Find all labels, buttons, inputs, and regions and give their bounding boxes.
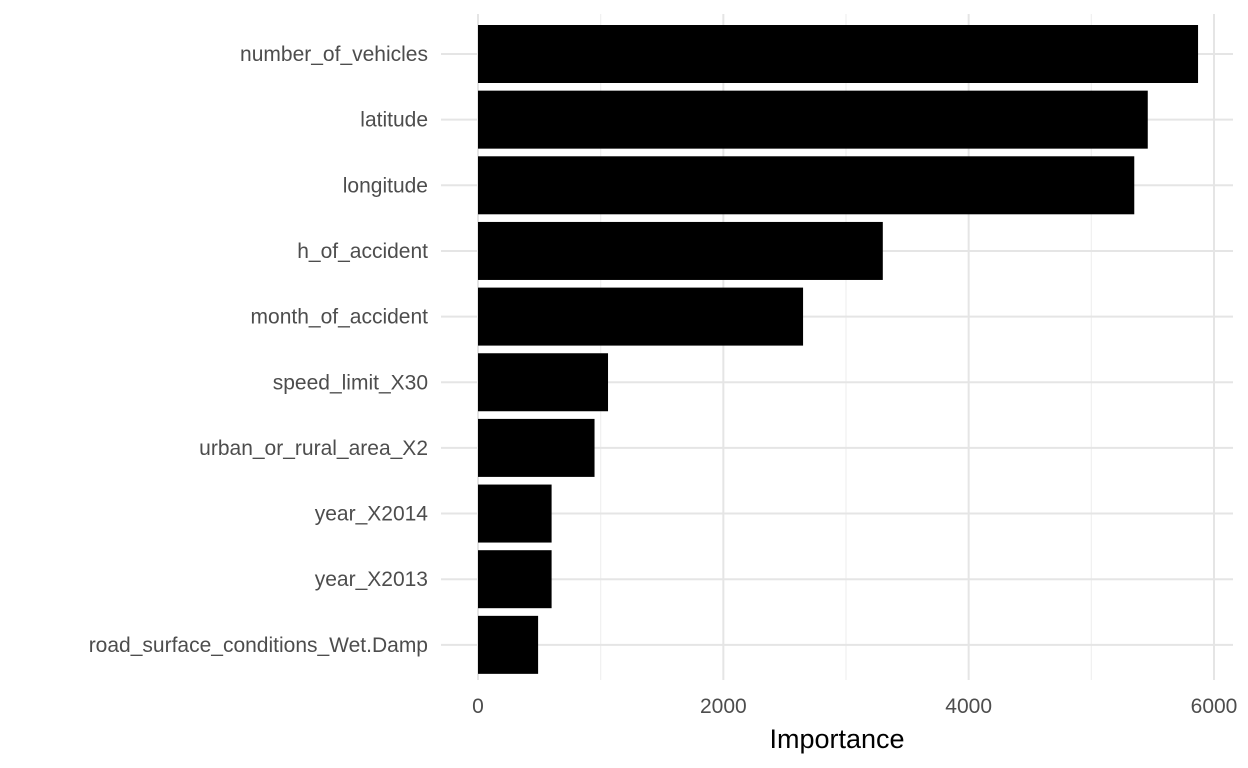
x-tick-label: 4000 bbox=[945, 695, 992, 718]
bar-road_surface_conditions_Wet.Damp bbox=[478, 615, 539, 674]
category-label-layer: number_of_vehicles latitude longitude h_of_… bbox=[89, 43, 429, 657]
bar-number_of_vehicles bbox=[478, 25, 1199, 83]
bar-h_of_accident bbox=[478, 221, 883, 280]
x-axis-title: Importance bbox=[769, 724, 904, 754]
category-label: year_X2014 bbox=[315, 503, 429, 526]
bar-speed_limit_X30 bbox=[478, 353, 609, 412]
category-label: speed_limit_X30 bbox=[273, 371, 428, 394]
bar-year_X2013 bbox=[478, 550, 552, 609]
bar-year_X2014 bbox=[478, 484, 552, 543]
category-label: longitude bbox=[343, 174, 428, 197]
category-label: month_of_accident bbox=[251, 306, 429, 329]
category-label: h_of_accident bbox=[297, 240, 428, 263]
bar-month_of_accident bbox=[478, 287, 804, 346]
category-label: urban_or_rural_area_X2 bbox=[199, 437, 428, 460]
bar-urban_or_rural_area_X2 bbox=[478, 418, 595, 477]
category-label: latitude bbox=[360, 109, 428, 132]
category-label: road_surface_conditions_Wet.Damp bbox=[89, 634, 428, 657]
bar-latitude bbox=[478, 90, 1148, 149]
x-tick-label-layer: 0 2000 4000 6000 bbox=[472, 695, 1237, 718]
category-label: year_X2013 bbox=[315, 568, 428, 591]
x-tick-label: 2000 bbox=[700, 695, 747, 718]
bar-longitude bbox=[478, 156, 1135, 215]
x-tick-label: 0 bbox=[472, 695, 484, 718]
category-label: number_of_vehicles bbox=[240, 43, 428, 66]
bar-layer bbox=[478, 25, 1199, 674]
x-tick-label: 6000 bbox=[1191, 695, 1238, 718]
